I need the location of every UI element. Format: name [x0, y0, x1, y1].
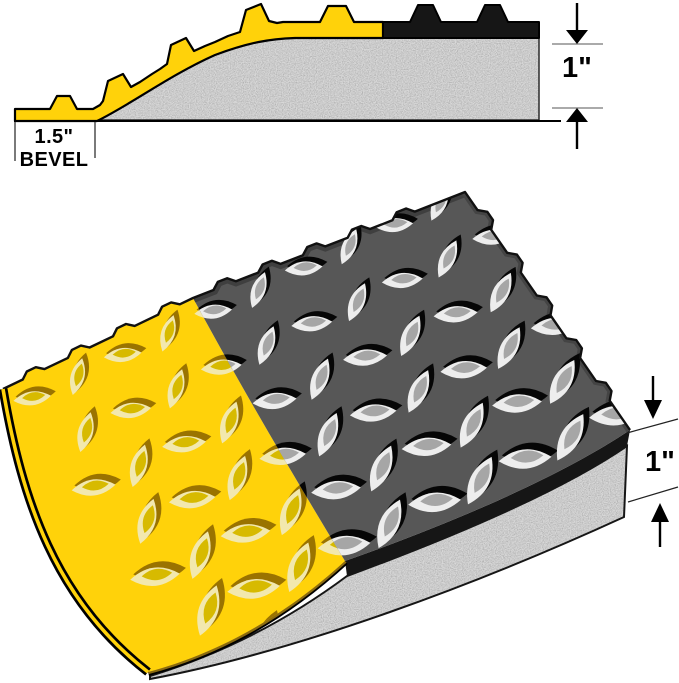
surface-profile-section	[13, 2, 561, 123]
dimension-leader-lines	[626, 418, 679, 503]
down-arrow-icon	[566, 3, 588, 44]
yellow-side-edge	[0, 388, 151, 676]
black-edge-band	[345, 430, 630, 576]
side-thickness-label: 1"	[645, 446, 675, 478]
perspective-view	[0, 190, 679, 681]
bevel-text-label: BEVEL	[19, 149, 89, 171]
section-thickness-label: 1"	[562, 52, 592, 84]
mat-outline	[2, 190, 631, 431]
gray-surface	[193, 192, 630, 561]
bevel-extent-ticks	[14, 43, 603, 161]
bevel-width-label: 1.5"	[34, 126, 74, 148]
up-arrow-icon	[651, 503, 669, 547]
cross-section-view	[13, 2, 603, 161]
up-arrow-icon	[566, 108, 588, 149]
down-arrow-icon	[644, 376, 662, 419]
